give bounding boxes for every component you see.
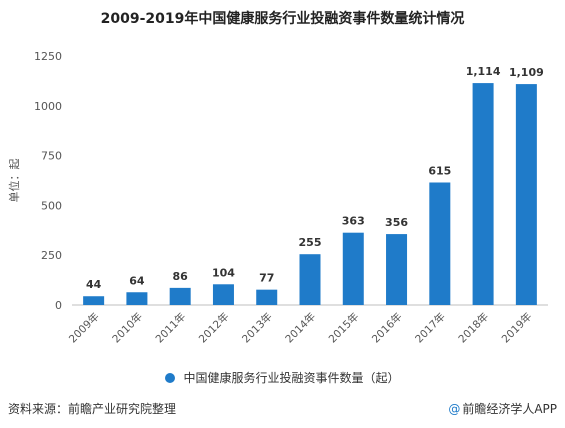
x-tick-label: 2009年 [66, 310, 102, 346]
bar [126, 292, 148, 305]
data-labels: 44 64 86 104 77 255 363 356 615 1,114 1,109 [86, 65, 544, 291]
bar [342, 232, 364, 305]
y-tick-label: 1000 [34, 100, 62, 113]
data-label: 86 [173, 270, 189, 283]
y-tick-label: 250 [41, 249, 62, 262]
bar [256, 289, 278, 305]
data-label: 255 [299, 236, 322, 249]
data-label: 363 [342, 215, 365, 228]
y-tick-label: 1250 [34, 50, 62, 63]
bar [83, 296, 105, 305]
data-label: 1,109 [509, 66, 544, 79]
x-tick-label: 2017年 [412, 310, 448, 346]
x-tick-label: 2019年 [499, 310, 535, 346]
brand-label: 前瞻经济学人APP [462, 402, 557, 416]
x-axis: 2009年 2010年 2011年 2012年 2013年 2014年 2015年 2016年… [66, 304, 548, 346]
y-tick-label: 500 [41, 199, 62, 212]
data-label: 77 [259, 272, 274, 285]
source-note: 资料来源：前瞻产业研究院整理 [8, 402, 177, 416]
bar [212, 284, 234, 305]
x-tick-label: 2012年 [196, 310, 232, 346]
y-axis: 0 250 500 750 1000 1250 [34, 50, 62, 312]
data-label: 104 [212, 266, 235, 279]
x-tick-label: 2013年 [239, 310, 275, 346]
bars [83, 83, 537, 306]
x-tick-label: 2016年 [369, 310, 405, 346]
data-label: 64 [129, 274, 145, 287]
at-icon: @ [448, 402, 461, 416]
x-tick-label: 2010年 [110, 310, 146, 346]
bar [386, 234, 408, 305]
x-tick-label: 2018年 [456, 310, 492, 346]
bar [429, 182, 451, 305]
bar [169, 287, 191, 305]
brand: @ 前瞻经济学人APP [448, 400, 557, 417]
data-label: 356 [385, 216, 408, 229]
data-label: 1,114 [466, 65, 501, 78]
legend: 中国健康服务行业投融资事件数量（起） [0, 369, 565, 386]
legend-label: 中国健康服务行业投融资事件数量（起） [183, 371, 400, 385]
legend-marker [165, 373, 176, 383]
bar [472, 83, 494, 305]
x-tick-label: 2015年 [326, 310, 362, 346]
y-tick-label: 750 [41, 150, 62, 163]
y-tick-label: 0 [55, 299, 62, 312]
data-label: 615 [428, 164, 451, 177]
x-tick-label: 2011年 [153, 310, 189, 346]
bar [515, 84, 537, 306]
chart-title: 2009-2019年中国健康服务行业投融资事件数量统计情况 [100, 11, 465, 27]
data-label: 44 [86, 278, 102, 291]
bar [299, 254, 321, 305]
footer: 资料来源：前瞻产业研究院整理 @ 前瞻经济学人APP [8, 400, 557, 422]
y-axis-label: 单位：起 [7, 159, 21, 203]
x-tick-label: 2014年 [283, 310, 319, 346]
